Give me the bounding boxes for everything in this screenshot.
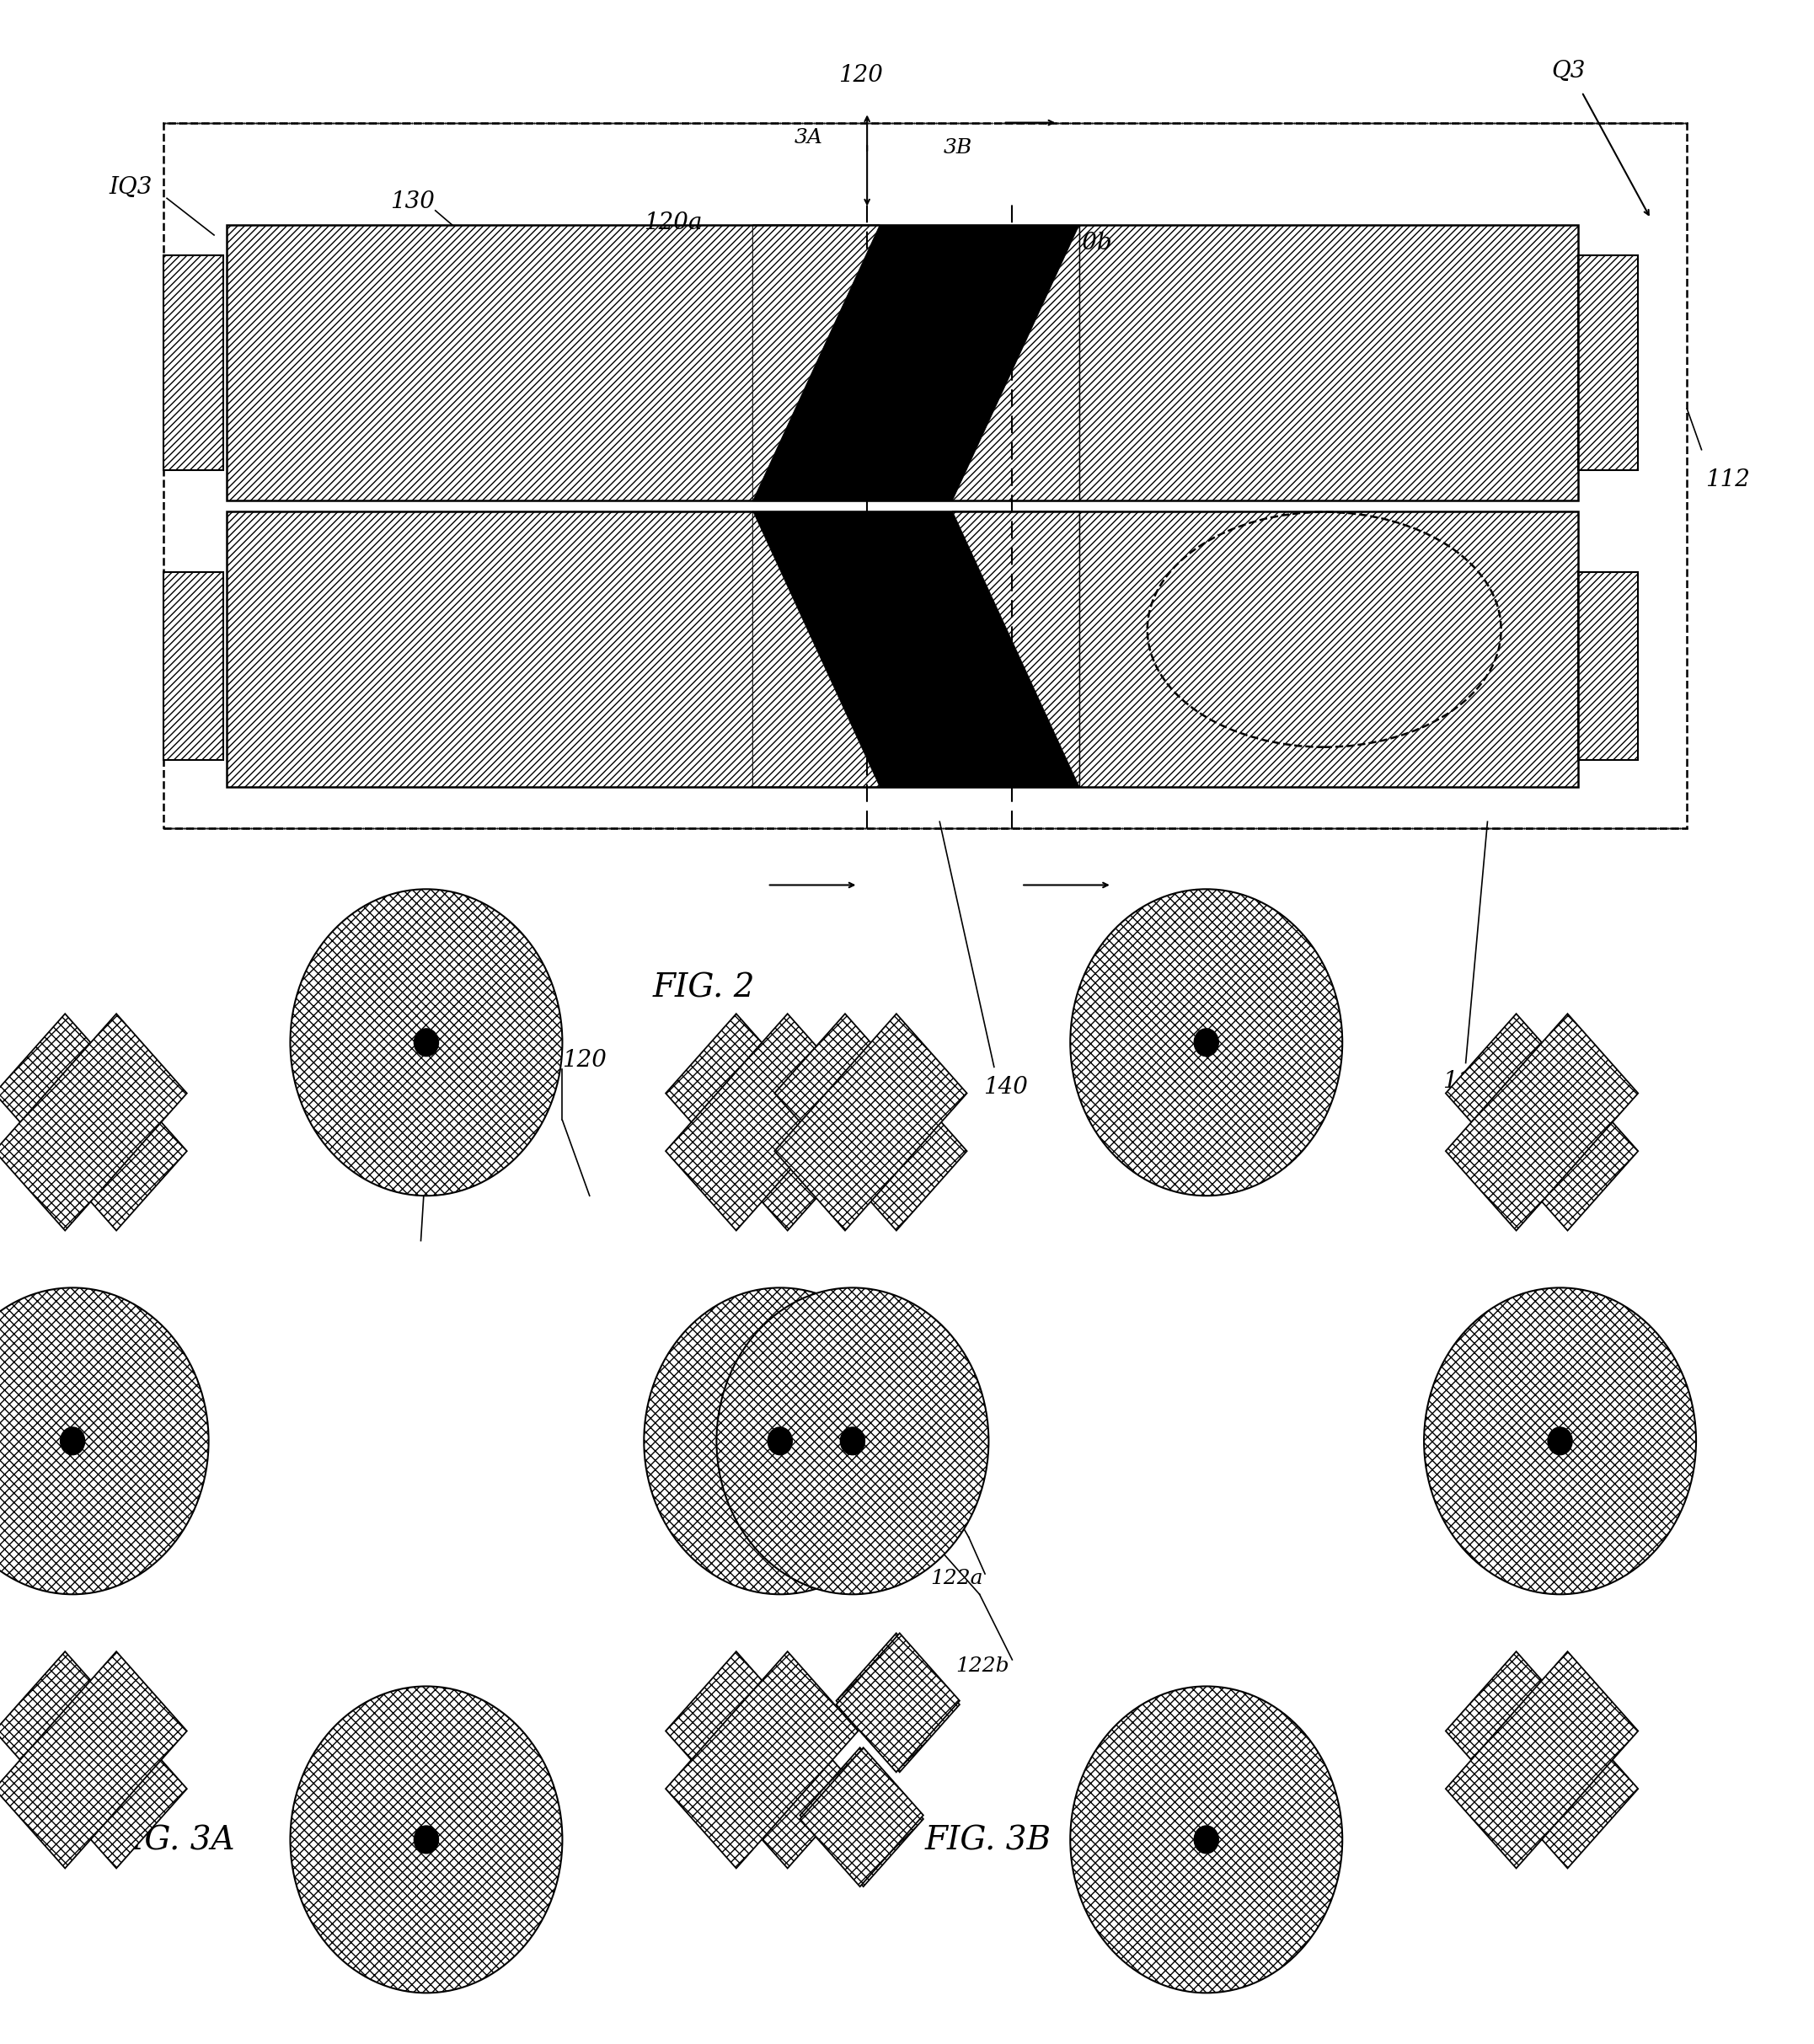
Polygon shape <box>800 1748 923 1887</box>
Polygon shape <box>666 1014 858 1230</box>
Circle shape <box>840 1427 865 1455</box>
Text: 120a: 120a <box>644 211 702 233</box>
Bar <box>163 123 1687 828</box>
Circle shape <box>0 1288 209 1594</box>
Bar <box>163 572 223 760</box>
Circle shape <box>1070 889 1342 1196</box>
Text: 3B: 3B <box>943 139 972 157</box>
Polygon shape <box>952 511 1079 787</box>
Polygon shape <box>836 1633 960 1772</box>
Polygon shape <box>666 1014 858 1230</box>
Polygon shape <box>1446 1014 1638 1230</box>
Polygon shape <box>0 1014 187 1230</box>
Text: 130: 130 <box>414 1018 459 1040</box>
Bar <box>227 511 1578 787</box>
Text: 3A: 3A <box>795 129 824 147</box>
Text: IQ3: IQ3 <box>109 176 152 198</box>
Bar <box>1578 256 1638 470</box>
Bar <box>753 511 1079 787</box>
Circle shape <box>717 1288 989 1594</box>
Polygon shape <box>0 1652 187 1868</box>
Text: FIG. 3B: FIG. 3B <box>925 1825 1052 1856</box>
Text: 122a: 122a <box>931 1570 983 1588</box>
Circle shape <box>1194 1028 1219 1057</box>
Bar <box>227 511 1578 787</box>
Circle shape <box>1070 1686 1342 1993</box>
Circle shape <box>290 889 562 1196</box>
Polygon shape <box>1446 1652 1638 1868</box>
Polygon shape <box>775 1014 967 1230</box>
Text: FIG. 2: FIG. 2 <box>653 973 755 1004</box>
Polygon shape <box>1446 1652 1638 1868</box>
Polygon shape <box>800 1748 923 1887</box>
Polygon shape <box>1446 1014 1638 1230</box>
Polygon shape <box>775 1014 967 1230</box>
Text: 140: 140 <box>983 1075 1029 1098</box>
Text: 120: 120 <box>838 63 883 86</box>
Bar <box>753 225 1079 501</box>
Text: Q3: Q3 <box>1551 59 1585 82</box>
Bar <box>1578 572 1638 760</box>
Circle shape <box>414 1028 439 1057</box>
Circle shape <box>1194 1825 1219 1854</box>
Text: 130: 130 <box>390 190 435 213</box>
Circle shape <box>1424 1288 1696 1594</box>
Circle shape <box>60 1427 85 1455</box>
Circle shape <box>644 1288 916 1594</box>
Bar <box>227 225 1578 501</box>
Text: 112: 112 <box>1705 468 1751 491</box>
Polygon shape <box>753 225 880 501</box>
Text: FIG. 3A: FIG. 3A <box>109 1825 234 1856</box>
Text: 116: 116 <box>1442 1069 1487 1091</box>
Text: 122b: 122b <box>956 1658 1010 1676</box>
Polygon shape <box>0 1652 187 1868</box>
Circle shape <box>414 1825 439 1854</box>
Polygon shape <box>666 1652 858 1868</box>
Bar <box>227 225 1578 501</box>
Circle shape <box>290 1686 562 1993</box>
Bar <box>163 256 223 470</box>
Circle shape <box>767 1427 793 1455</box>
Text: 120: 120 <box>562 1049 608 1071</box>
Polygon shape <box>836 1633 960 1772</box>
Polygon shape <box>666 1652 858 1868</box>
Polygon shape <box>952 225 1079 501</box>
Polygon shape <box>753 511 880 787</box>
Circle shape <box>1547 1427 1573 1455</box>
Polygon shape <box>0 1014 187 1230</box>
Text: 120b: 120b <box>1052 231 1112 253</box>
